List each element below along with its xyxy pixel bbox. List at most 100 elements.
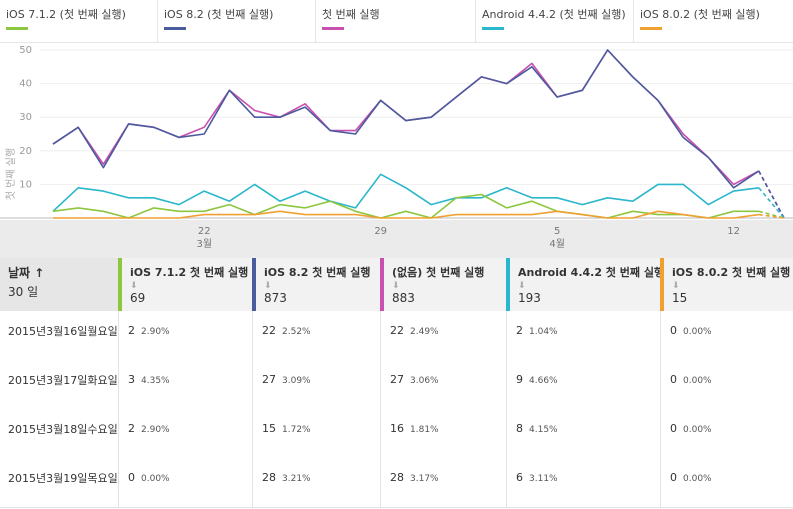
cell-count: 0 (670, 471, 677, 484)
cell-count: 2 (128, 422, 135, 435)
legend-swatch (322, 27, 344, 30)
cell-percent: 0.00% (683, 474, 712, 484)
column-divider (506, 360, 507, 409)
table-row[interactable]: 2015년3월17일화요일 3 4.35% 27 3.09% 27 3.06% 9 4.66% 0… (0, 360, 793, 410)
row-value-cell: 27 3.09% (262, 360, 380, 409)
column-total: 873 (264, 291, 287, 305)
column-total: 883 (392, 291, 415, 305)
row-date: 2015년3월19일목요일 (8, 472, 118, 485)
column-header[interactable]: Android 4.4.2 첫 번째 실행 ⬇ 193 (506, 258, 665, 311)
x-tick-label: 22 (198, 226, 211, 237)
row-value-cell: 22 2.52% (262, 311, 380, 360)
table-row[interactable]: 2015년3월16일월요일 2 2.90% 22 2.52% 22 2.49% 2 1.04% 0… (0, 311, 793, 361)
date-column-header[interactable]: 날짜 ↑ 30 일 (0, 258, 118, 311)
cell-count: 28 (390, 471, 404, 484)
cell-count: 0 (670, 373, 677, 386)
legend-swatch (164, 27, 186, 30)
cell-percent: 2.90% (141, 425, 170, 435)
x-tick-label: 12 (727, 226, 740, 237)
series-line-ios82 (52, 49, 760, 189)
y-tick-label: 40 (19, 79, 32, 90)
series-line-ios802 (53, 210, 759, 219)
column-header[interactable]: iOS 8.0.2 첫 번째 실행 ⬇ 15 (660, 258, 793, 311)
legend-label: iOS 8.2 (첫 번째 실행) (164, 8, 274, 21)
legend-label: iOS 8.0.2 (첫 번째 실행) (640, 8, 760, 21)
column-total: 15 (672, 291, 688, 305)
row-date: 2015년3월17일화요일 (8, 374, 118, 387)
column-header-label: iOS 8.2 첫 번째 실행 (264, 266, 371, 279)
sort-down-icon[interactable]: ⬇ (264, 281, 272, 291)
column-divider (506, 311, 507, 360)
series-line-ios712 (52, 193, 759, 219)
row-value-cell: 2 2.90% (128, 409, 252, 458)
column-header-label: (없음) 첫 번째 실행 (392, 266, 485, 279)
row-value-cell: 22 2.49% (390, 311, 506, 360)
table-header: 날짜 ↑ 30 일 iOS 7.1.2 첫 번째 실행 ⬇ 69 iOS 8.2 첫 … (0, 258, 793, 312)
cell-count: 16 (390, 422, 404, 435)
cell-count: 8 (516, 422, 523, 435)
cell-count: 0 (670, 324, 677, 337)
legend-item-first[interactable]: 첫 번째 실행 (316, 0, 476, 42)
column-divider (506, 458, 507, 507)
row-value-cell: 16 1.81% (390, 409, 506, 458)
cell-percent: 3.09% (282, 376, 311, 386)
column-divider (380, 458, 381, 507)
x-tick-month-label: 4월 (549, 238, 565, 250)
cell-count: 27 (262, 373, 276, 386)
x-axis-band: 22 3월 29 5 4월 12 (0, 220, 793, 258)
row-value-cell: 0 0.00% (128, 458, 252, 507)
cell-count: 2 (128, 324, 135, 337)
cell-percent: 4.35% (141, 376, 170, 386)
cell-percent: 0.00% (683, 425, 712, 435)
legend-item-ios712[interactable]: iOS 7.1.2 (첫 번째 실행) (0, 0, 158, 42)
series-line-android (52, 173, 759, 212)
table-row[interactable]: 2015년3월19일목요일 0 0.00% 28 3.21% 28 3.17% 6 3.11% 0… (0, 458, 793, 508)
series-projection-android (758, 187, 785, 219)
legend-swatch (6, 27, 28, 30)
legend-item-ios802[interactable]: iOS 8.0.2 (첫 번째 실행) (634, 0, 793, 42)
legend-item-android[interactable]: Android 4.4.2 (첫 번째 실행) (476, 0, 634, 42)
row-value-cell: 3 4.35% (128, 360, 252, 409)
column-header[interactable]: (없음) 첫 번째 실행 ⬇ 883 (380, 258, 506, 311)
row-value-cell: 28 3.17% (390, 458, 506, 507)
row-value-cell: 27 3.06% (390, 360, 506, 409)
x-tick-label: 5 (554, 226, 560, 237)
row-value-cell: 0 0.00% (670, 360, 793, 409)
row-value-cell: 28 3.21% (262, 458, 380, 507)
column-divider (660, 409, 661, 458)
column-header[interactable]: iOS 7.1.2 첫 번째 실행 ⬇ 69 (118, 258, 252, 311)
grid (0, 49, 793, 219)
sort-down-icon[interactable]: ⬇ (392, 281, 400, 291)
y-ticks: 10 20 30 40 50 (19, 45, 32, 190)
cell-percent: 4.66% (529, 376, 558, 386)
row-value-cell: 2 2.90% (128, 311, 252, 360)
row-value-cell: 0 0.00% (670, 409, 793, 458)
column-header-label: iOS 7.1.2 첫 번째 실행 (130, 266, 249, 279)
legend-item-ios82[interactable]: iOS 8.2 (첫 번째 실행) (158, 0, 316, 42)
cell-count: 3 (128, 373, 135, 386)
sort-down-icon[interactable]: ⬇ (130, 281, 138, 291)
sort-down-icon[interactable]: ⬇ (518, 281, 526, 291)
column-divider (506, 409, 507, 458)
column-divider (660, 360, 661, 409)
row-date: 2015년3월16일월요일 (8, 325, 118, 338)
cell-count: 22 (390, 324, 404, 337)
sort-down-icon[interactable]: ⬇ (672, 281, 680, 291)
row-value-cell: 0 0.00% (670, 458, 793, 507)
x-tick-month-label: 3월 (196, 238, 212, 250)
column-header-label: Android 4.4.2 첫 번째 실행 (518, 266, 665, 279)
table-row[interactable]: 2015년3월18일수요일 2 2.90% 15 1.72% 16 1.81% 8 4.15% 0… (0, 409, 793, 459)
row-date: 2015년3월18일수요일 (8, 423, 118, 436)
column-header[interactable]: iOS 8.2 첫 번째 실행 ⬇ 873 (252, 258, 380, 311)
date-header-label: 날짜 (8, 266, 31, 280)
column-divider (660, 458, 661, 507)
sort-arrow-icon[interactable]: ↑ (34, 266, 45, 280)
cell-percent: 2.49% (410, 327, 439, 337)
series-projection-ios82 (758, 170, 785, 219)
y-tick-label: 50 (19, 45, 32, 56)
cell-percent: 1.72% (282, 425, 311, 435)
column-divider (380, 409, 381, 458)
column-divider (118, 311, 119, 360)
y-tick-label: 20 (19, 146, 32, 157)
